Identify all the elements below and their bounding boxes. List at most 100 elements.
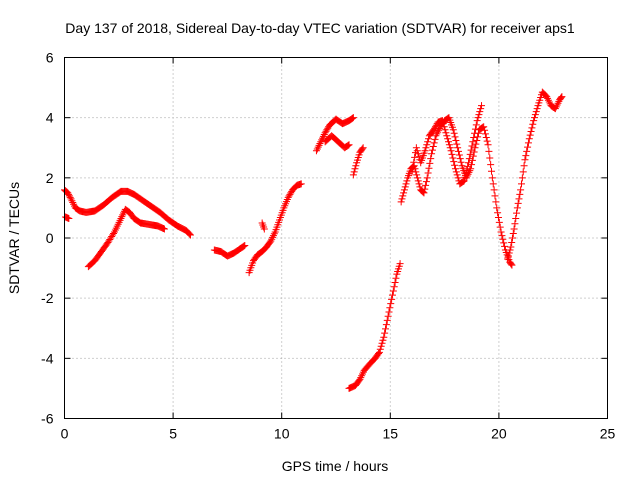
data-point: [518, 174, 526, 182]
data-point: [532, 108, 540, 116]
data-point: [401, 183, 409, 191]
data-point: [348, 115, 356, 123]
data-point: [413, 171, 421, 179]
data-point: [270, 230, 278, 238]
data-point: [380, 333, 388, 341]
series-arc-3: [84, 205, 168, 271]
series-arc-2: [62, 213, 73, 222]
data-point: [473, 117, 481, 125]
data-point: [468, 156, 476, 164]
data-point: [442, 129, 450, 137]
data-point: [483, 137, 491, 145]
data-point: [541, 91, 549, 99]
data-point: [468, 142, 476, 150]
series-arc-4: [210, 242, 249, 260]
data-point: [68, 197, 76, 205]
data-point: [375, 350, 383, 358]
data-point: [389, 287, 397, 295]
x-axis-title: GPS time / hours: [282, 458, 389, 474]
y-axis-title: SDTVAR / TECUs: [6, 182, 22, 294]
data-point: [430, 126, 438, 134]
data-point: [267, 237, 275, 245]
grid: [64, 57, 608, 419]
data-point: [423, 141, 431, 149]
data-point: [430, 139, 438, 147]
data-point: [519, 168, 527, 176]
series-arc-6: [258, 219, 268, 233]
data-point: [345, 141, 353, 149]
data-point: [504, 255, 512, 263]
data-point: [497, 228, 505, 236]
axis-ticks: [64, 57, 608, 419]
data-point: [469, 138, 477, 146]
data-point: [424, 169, 432, 177]
data-point: [414, 150, 422, 158]
data-point: [481, 130, 489, 138]
data-point: [493, 204, 501, 212]
data-point: [444, 114, 452, 122]
data-point: [492, 198, 500, 206]
data-point: [422, 181, 430, 189]
data-point: [486, 154, 494, 162]
data-point: [499, 235, 507, 243]
data-point: [460, 177, 468, 185]
data-point: [409, 163, 417, 171]
data-point: [451, 161, 459, 169]
data-point: [551, 105, 559, 113]
data-point: [382, 321, 390, 329]
data-point: [553, 101, 561, 109]
data-point: [419, 188, 427, 196]
data-point: [531, 111, 539, 119]
data-point: [471, 125, 479, 133]
data-point: [498, 232, 506, 240]
data-point: [423, 174, 431, 182]
data-point: [474, 133, 482, 141]
data-point: [450, 129, 458, 137]
data-point: [70, 200, 78, 208]
data-point: [344, 141, 352, 149]
series-arc-9: [349, 144, 367, 179]
y-tick-label: -2: [41, 290, 54, 306]
data-point: [480, 123, 488, 131]
data-point: [422, 144, 430, 152]
data-point: [479, 123, 487, 131]
data-point: [525, 135, 533, 143]
data-point: [386, 304, 394, 312]
data-point: [447, 147, 455, 155]
data-point: [449, 154, 457, 162]
data-point: [470, 148, 478, 156]
data-point: [509, 229, 517, 237]
data-point: [433, 130, 441, 138]
data-point: [239, 243, 247, 251]
data-point: [444, 135, 452, 143]
data-point: [65, 190, 73, 198]
data-point: [544, 96, 552, 104]
data-point: [445, 141, 453, 149]
data-point: [523, 147, 531, 155]
data-point: [554, 99, 562, 107]
data-point: [385, 308, 393, 316]
data-point: [491, 192, 499, 200]
data-point: [508, 261, 516, 269]
x-tick-label: 25: [600, 426, 616, 442]
data-point: [545, 98, 553, 106]
data-point: [379, 336, 387, 344]
data-point: [67, 195, 75, 203]
data-point: [186, 230, 194, 238]
data-point: [424, 138, 432, 146]
data-point: [415, 180, 423, 188]
data-point: [466, 150, 474, 158]
data-point: [443, 132, 451, 140]
data-point: [358, 372, 366, 380]
data-point: [513, 209, 521, 217]
data-point: [527, 128, 535, 136]
data-point: [357, 374, 365, 382]
data-point: [284, 193, 292, 201]
data-point: [286, 190, 294, 198]
data-point: [515, 195, 523, 203]
data-point: [496, 223, 504, 231]
series-arc-7: [312, 114, 357, 155]
data-point: [319, 132, 327, 140]
data-point: [466, 167, 474, 175]
